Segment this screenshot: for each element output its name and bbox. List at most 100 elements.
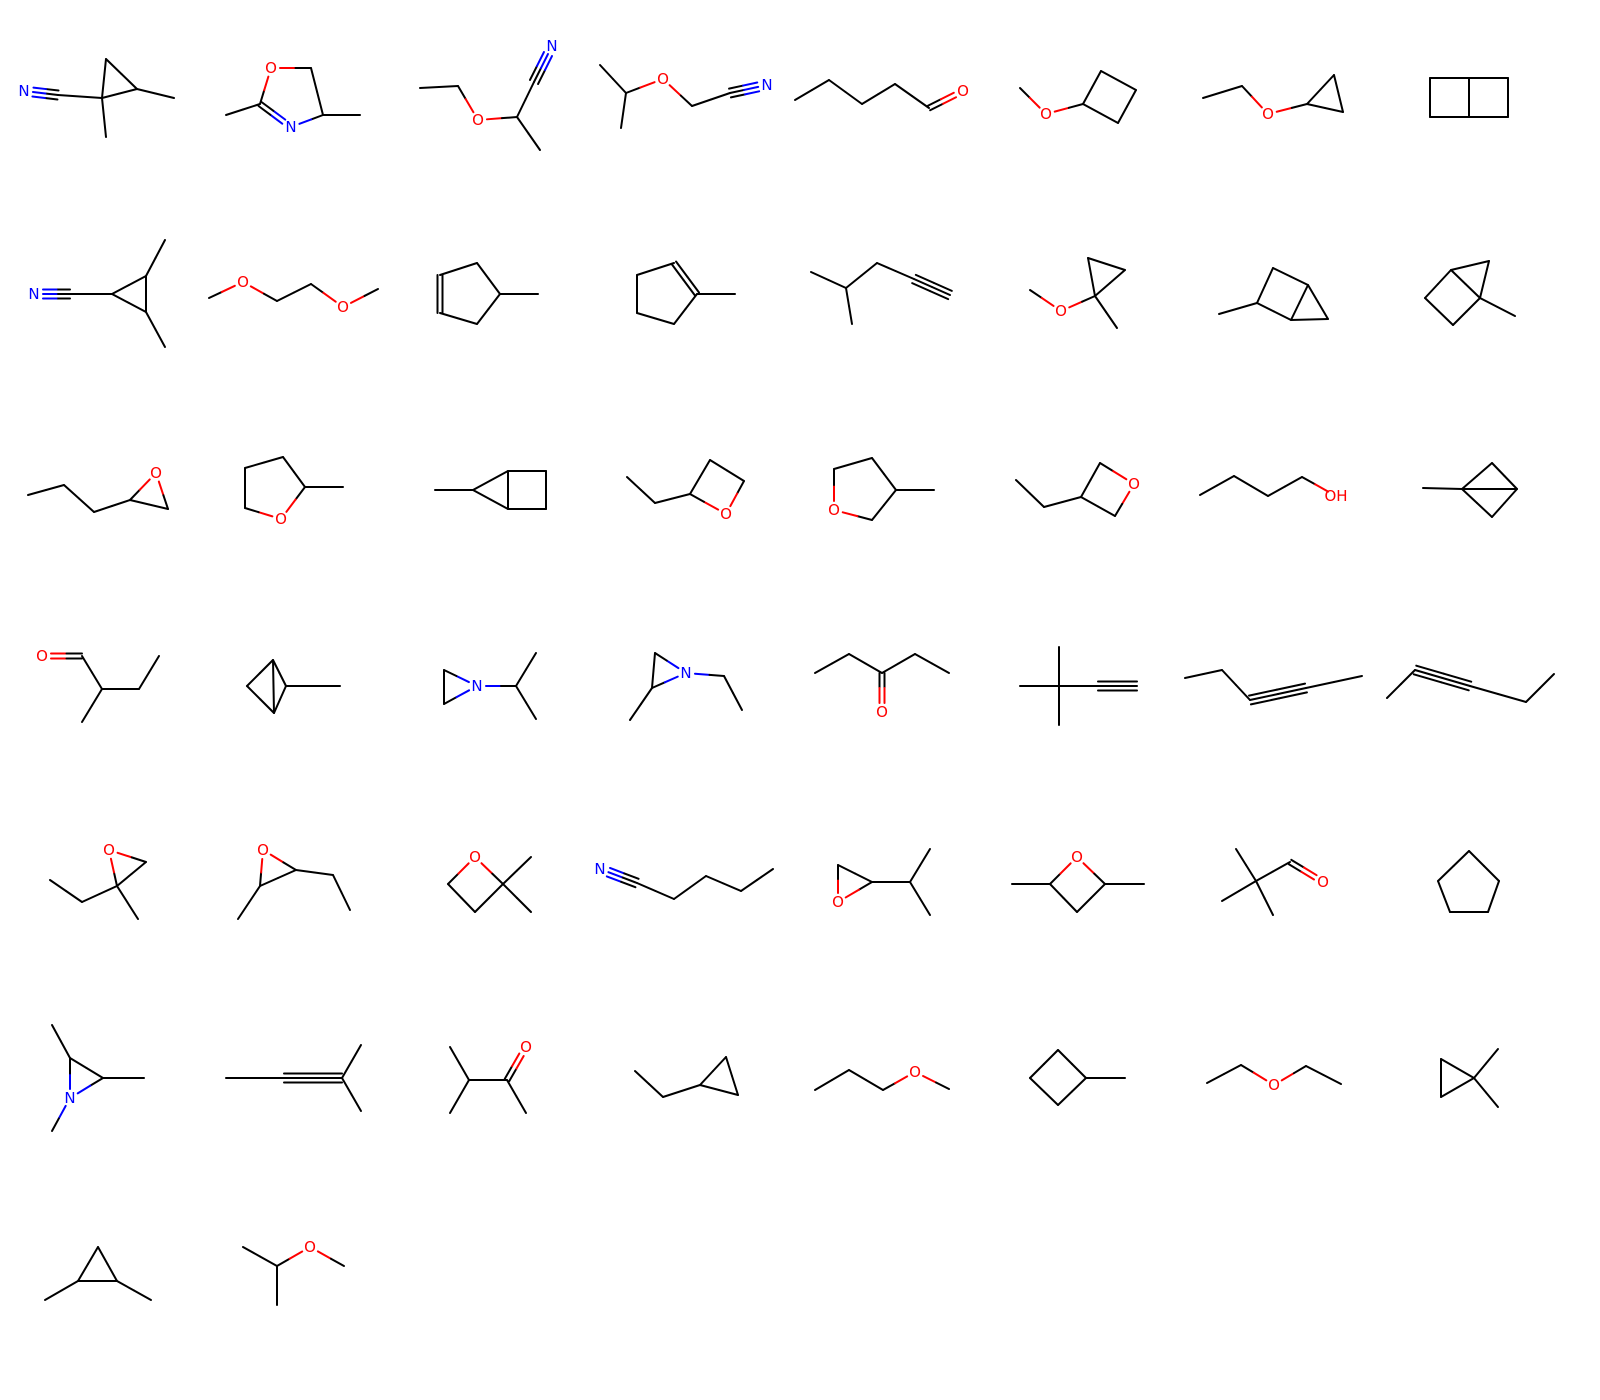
molecule-27: N	[443, 652, 537, 720]
bond	[1199, 475, 1235, 496]
bond	[1301, 476, 1330, 493]
bond	[634, 1070, 664, 1098]
bond	[1272, 267, 1309, 286]
bond	[310, 67, 324, 116]
molecule-40	[1437, 850, 1500, 913]
bond	[282, 456, 306, 488]
bond	[316, 1250, 345, 1267]
bond	[502, 856, 532, 885]
bond	[1424, 269, 1452, 299]
bond	[1241, 85, 1263, 109]
molecule-20: O	[626, 459, 745, 523]
bond	[145, 239, 166, 277]
atom-label: O	[1040, 105, 1052, 123]
bond	[693, 672, 725, 677]
bond	[259, 869, 297, 887]
bond	[31, 86, 60, 101]
bond	[1440, 1058, 1475, 1079]
molecule-2: ON	[225, 59, 361, 136]
atom-label: O	[909, 1063, 921, 1081]
atom-label: O	[469, 848, 481, 866]
bond	[1473, 1048, 1499, 1079]
bond	[1437, 850, 1470, 882]
bond	[1422, 487, 1463, 490]
atom-label: O	[275, 510, 287, 528]
bond	[285, 486, 306, 513]
bond	[1184, 669, 1223, 679]
bond	[723, 675, 743, 711]
bond	[109, 857, 118, 887]
molecule-5: O	[794, 79, 969, 112]
bond	[27, 484, 65, 496]
bond	[814, 653, 850, 674]
bond	[654, 652, 680, 670]
bond	[1087, 257, 1096, 297]
atom-label: O	[1317, 873, 1329, 891]
bond	[51, 1024, 71, 1059]
bond	[911, 273, 953, 301]
bond	[81, 885, 118, 903]
bond	[1053, 103, 1084, 113]
molecule-26	[246, 659, 341, 714]
bond	[1440, 1077, 1475, 1098]
bond	[208, 284, 236, 299]
atom-label: O	[957, 82, 969, 100]
atom-label: O	[876, 703, 888, 721]
bond	[246, 685, 275, 714]
bond	[1082, 862, 1106, 885]
bond	[105, 58, 138, 90]
bond	[699, 1056, 727, 1086]
bond	[502, 883, 532, 913]
bond	[1019, 87, 1041, 109]
atom-label: O	[472, 111, 484, 129]
atom-label: O	[1262, 105, 1274, 123]
bond	[419, 85, 459, 89]
bond	[272, 659, 287, 687]
bond	[310, 283, 337, 303]
bond	[49, 879, 83, 903]
bond	[673, 293, 698, 325]
bond	[116, 861, 147, 887]
atom-label: N	[28, 285, 39, 303]
bond	[810, 271, 847, 289]
bond	[668, 84, 693, 107]
molecule-39: O	[1221, 848, 1329, 916]
bond	[528, 51, 553, 86]
bond	[636, 882, 675, 900]
bond	[828, 79, 863, 105]
molecule-34: O	[237, 841, 351, 920]
bond	[1076, 883, 1106, 913]
bond	[1452, 297, 1481, 326]
bond	[244, 456, 284, 469]
bond	[1202, 85, 1243, 99]
atom-label: O	[150, 464, 162, 482]
bond	[1240, 1064, 1268, 1082]
bond	[480, 862, 504, 885]
bond	[447, 883, 476, 913]
bond	[871, 489, 897, 521]
molecule-19	[434, 470, 547, 510]
bond	[77, 1246, 99, 1282]
bond	[1094, 295, 1118, 329]
bond	[1290, 318, 1329, 321]
bond	[116, 1280, 152, 1301]
bond	[848, 1069, 884, 1091]
bond	[1235, 848, 1257, 882]
molecule-16	[1424, 260, 1516, 326]
bond	[244, 507, 274, 518]
bond	[515, 652, 537, 687]
bond	[848, 653, 883, 674]
atom-label: O	[36, 647, 48, 665]
bond	[101, 58, 107, 99]
molecule-17: O	[27, 464, 169, 513]
atom-label: O	[720, 505, 732, 523]
molecule-14: O	[1029, 257, 1126, 329]
bond	[651, 652, 656, 689]
bond	[341, 1077, 362, 1112]
molecule-47: O	[1206, 1064, 1342, 1094]
bond	[837, 864, 873, 883]
bond	[1461, 462, 1493, 490]
bond	[1437, 880, 1451, 913]
bond	[1068, 295, 1096, 309]
molecule-13	[810, 262, 953, 325]
